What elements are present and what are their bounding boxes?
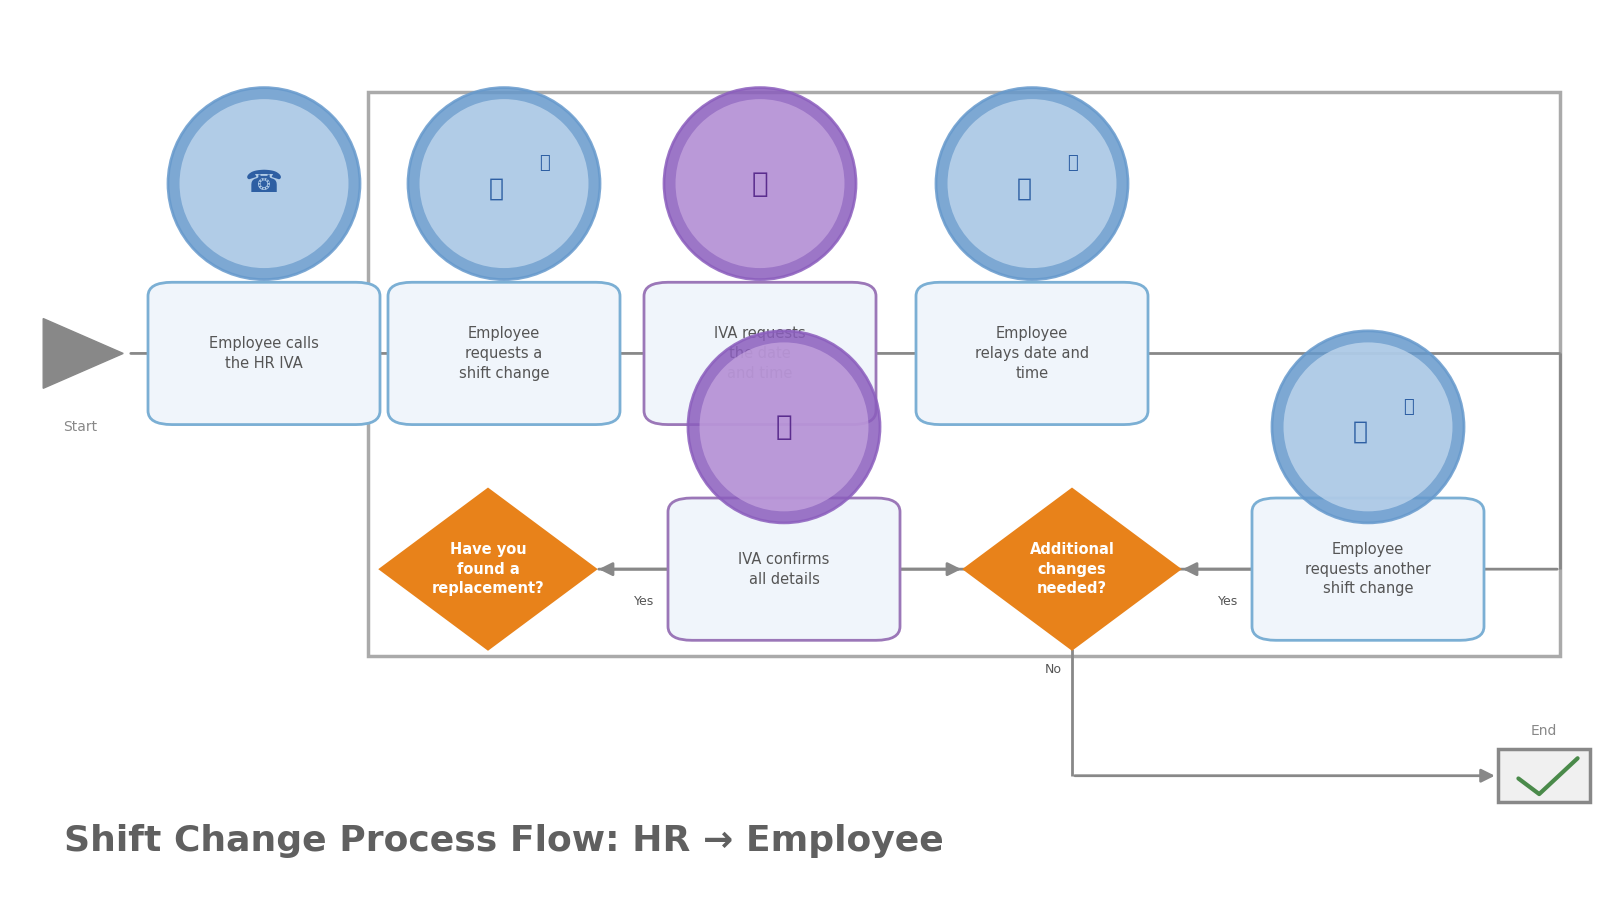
Text: ☎: ☎ [245, 169, 283, 198]
Text: No: No [1045, 663, 1061, 677]
FancyBboxPatch shape [1251, 498, 1485, 641]
Text: Employee calls
the HR IVA: Employee calls the HR IVA [210, 336, 318, 371]
FancyBboxPatch shape [1498, 749, 1590, 802]
Text: IVA requests
the date
and time: IVA requests the date and time [714, 326, 806, 381]
FancyBboxPatch shape [149, 283, 381, 424]
Ellipse shape [947, 99, 1117, 268]
Ellipse shape [688, 330, 880, 523]
Text: IVA confirms
all details: IVA confirms all details [738, 552, 830, 587]
Ellipse shape [675, 99, 845, 268]
FancyBboxPatch shape [643, 283, 877, 424]
Text: Start: Start [62, 420, 98, 433]
Ellipse shape [408, 87, 600, 280]
Text: Additional
changes
needed?: Additional changes needed? [1029, 542, 1115, 597]
Ellipse shape [664, 87, 856, 280]
Text: Employee
requests a
shift change: Employee requests a shift change [459, 326, 549, 381]
Text: 👤: 👤 [1352, 420, 1368, 443]
Ellipse shape [699, 342, 869, 511]
Text: 💬: 💬 [1403, 397, 1413, 416]
FancyBboxPatch shape [915, 283, 1149, 424]
Text: Yes: Yes [1218, 595, 1238, 608]
Text: Have you
found a
replacement?: Have you found a replacement? [432, 542, 544, 597]
Text: End: End [1531, 724, 1557, 738]
Ellipse shape [936, 87, 1128, 280]
Text: Employee
requests another
shift change: Employee requests another shift change [1306, 542, 1430, 597]
Text: Yes: Yes [634, 595, 654, 608]
Polygon shape [43, 319, 123, 388]
Text: 💬: 💬 [1067, 154, 1077, 173]
Text: 👤: 👤 [1016, 176, 1032, 200]
Ellipse shape [1283, 342, 1453, 511]
Polygon shape [963, 488, 1181, 650]
Text: 💬: 💬 [539, 154, 549, 173]
FancyBboxPatch shape [669, 498, 899, 641]
Ellipse shape [1272, 330, 1464, 523]
FancyBboxPatch shape [387, 283, 621, 424]
Polygon shape [381, 488, 595, 650]
Text: 👤: 👤 [488, 176, 504, 200]
Text: Shift Change Process Flow: HR → Employee: Shift Change Process Flow: HR → Employee [64, 824, 944, 858]
Ellipse shape [419, 99, 589, 268]
Ellipse shape [179, 99, 349, 268]
Text: 🎧: 🎧 [776, 413, 792, 441]
Text: 🎧: 🎧 [752, 170, 768, 197]
Ellipse shape [168, 87, 360, 280]
Text: Employee
relays date and
time: Employee relays date and time [974, 326, 1090, 381]
